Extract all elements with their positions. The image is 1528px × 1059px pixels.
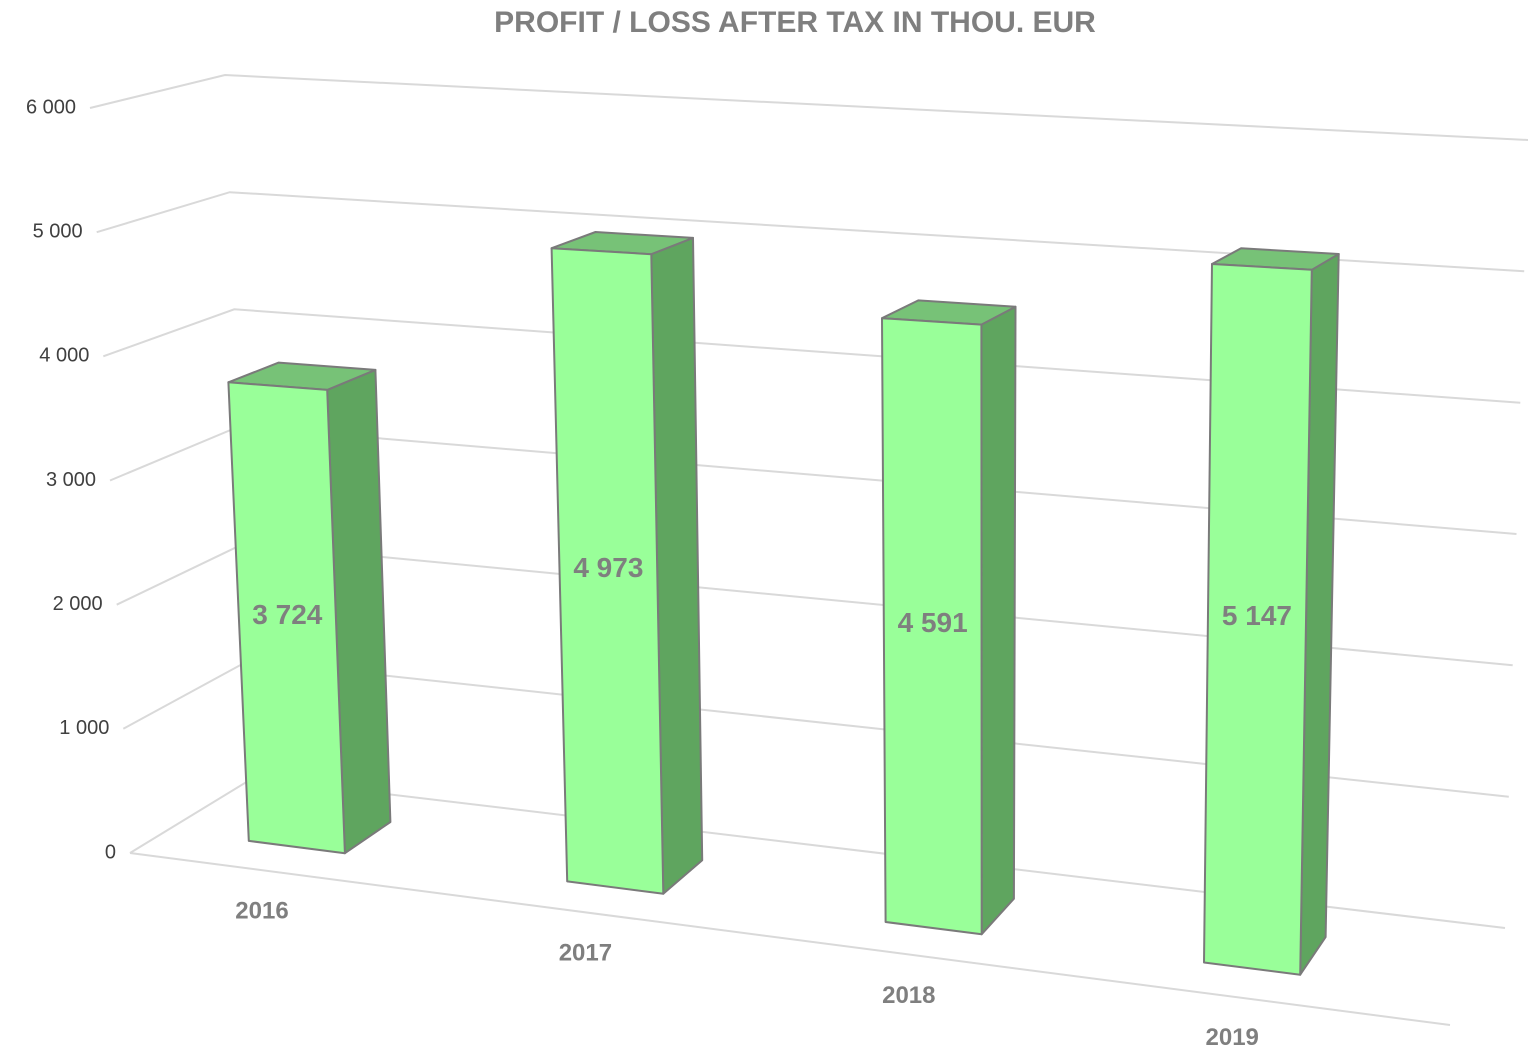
- bar-front: [881, 317, 983, 936]
- value-label: 4 973: [573, 552, 643, 583]
- y-tick-label: 5 000: [33, 220, 83, 242]
- bar-front: [227, 381, 346, 855]
- bar: [1203, 247, 1340, 976]
- bar: [881, 299, 1017, 936]
- x-tick-label: 2017: [559, 940, 612, 967]
- y-tick-label: 6 000: [26, 96, 76, 118]
- value-label: 3 724: [252, 599, 322, 630]
- bar: [550, 231, 704, 895]
- y-tick-label: 4 000: [39, 345, 89, 367]
- bar-front: [1203, 263, 1313, 976]
- grid-line: [89, 73, 1528, 141]
- value-label: 5 147: [1222, 600, 1292, 631]
- x-tick-label: 2018: [882, 982, 935, 1009]
- x-tick-label: 2019: [1206, 1024, 1259, 1051]
- y-tick-label: 2 000: [53, 593, 103, 615]
- grid-line: [96, 191, 1525, 273]
- bar-side: [980, 305, 1017, 936]
- y-tick-label: 3 000: [46, 469, 96, 491]
- value-label: 4 591: [898, 607, 968, 638]
- x-tick-label: 2016: [235, 898, 288, 925]
- floor-edge: [129, 852, 1451, 1026]
- y-tick-label: 0: [105, 841, 116, 863]
- bar: [227, 361, 392, 855]
- y-tick-label: 1 000: [59, 717, 109, 739]
- chart-title: PROFIT / LOSS AFTER TAX IN THOU. EUR: [494, 6, 1096, 39]
- bar-front: [550, 247, 665, 895]
- grid-line: [102, 308, 1521, 404]
